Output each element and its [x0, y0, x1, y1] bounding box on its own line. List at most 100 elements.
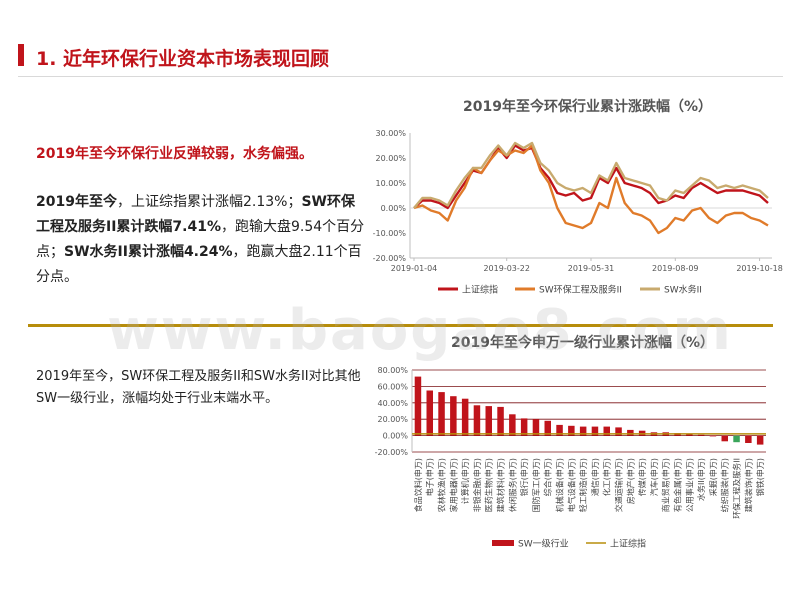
bar: [414, 376, 422, 436]
highlight-text: 2019年至今环保行业反弹较弱，水务偏强。: [36, 146, 313, 162]
bar: [461, 398, 469, 436]
bar: [438, 392, 445, 436]
bar-chart-category-label: 公用事业(申万): [684, 458, 694, 512]
bar-chart-category-label: 通信(申万): [590, 458, 600, 496]
bar: [426, 390, 433, 436]
bar-chart-category-label: 银行(申万): [519, 458, 529, 496]
bar: [721, 435, 728, 442]
title-rule: [18, 76, 783, 77]
bar-chart-title: 2019年至今申万一级行业累计涨幅（%）: [451, 335, 714, 351]
bar: [650, 432, 658, 436]
bar: [520, 418, 528, 436]
bar-chart-category-label: 食品饮料(申万): [413, 458, 423, 512]
bar-chart-category-label: 轻工制造(申万): [578, 458, 588, 512]
bar-chart-category-label: 汽车(申万): [649, 458, 659, 496]
bar-chart-category-label: 电子(申万): [425, 458, 435, 496]
bar: [674, 433, 681, 436]
bar: [615, 427, 622, 436]
section-divider: [28, 324, 773, 327]
bar: [709, 435, 717, 437]
line-chart-y-tick: -20.00%: [373, 254, 407, 263]
bar: [450, 396, 457, 436]
bar-chart-y-tick: 20.00%: [377, 415, 408, 424]
comparison-paragraph: 2019年至今，SW环保工程及服务II和SW水务II对比其他SW一级行业，涨幅均…: [36, 369, 361, 406]
bar-chart-category-label: 综合(申万): [543, 458, 553, 496]
bar-chart-category-label: 水务II(申万): [696, 458, 706, 501]
bar-chart-category-label: 休闲服务(申万): [507, 458, 517, 512]
bar: [638, 430, 646, 436]
legend-label: SW水务II: [664, 284, 702, 296]
watermark: www.baogao8.com: [107, 298, 733, 363]
bar-chart-y-tick: 60.00%: [377, 382, 408, 391]
bar-chart-y-tick: 40.00%: [377, 399, 408, 408]
summary-paragraph: 2019年至今，上证综指累计涨幅2.13%；SW环保工程及服务II累计跌幅7.4…: [36, 190, 366, 290]
summary-span: SW环保工程及服务II累计跌幅7.41%: [36, 194, 355, 235]
bar-chart-category-label: 非银金融(申万): [472, 458, 482, 512]
line-chart-x-tick: 2019-01-04: [391, 264, 438, 273]
legend-label: 上证综指: [462, 284, 498, 296]
bar-chart-y-tick: 0.00%: [383, 432, 409, 441]
bar: [544, 420, 551, 436]
bar: [745, 435, 752, 443]
bar-chart-category-label: 有色金属(申万): [673, 458, 683, 512]
bar: [497, 406, 504, 436]
bar: [532, 419, 540, 436]
bar: [662, 432, 669, 436]
bar: [485, 406, 492, 436]
bar-chart-category-label: 房地产(申万): [625, 458, 635, 504]
line-chart-y-tick: 30.00%: [375, 129, 406, 138]
bar: [686, 434, 693, 436]
bar: [473, 405, 481, 436]
bar: [733, 435, 740, 443]
bar-chart-category-label: 农林牧渔(申万): [437, 458, 447, 512]
bar-chart-category-label: 采掘(申万): [708, 458, 718, 496]
bar: [591, 426, 599, 436]
summary-span: ，跑赢大盘2.11个百分点。: [36, 244, 362, 285]
bar: [756, 435, 764, 445]
summary-span: SW水务II累计涨幅4.24%: [64, 244, 233, 260]
legend-label: 上证综指: [610, 538, 646, 550]
line-chart-y-tick: 10.00%: [375, 179, 406, 188]
summary-span: ，跑输大盘9.54个百分点；: [36, 219, 365, 260]
title-bar: 1. 近年环保行业资本市场表现回顾: [0, 0, 800, 78]
bar: [509, 414, 516, 436]
line-chart-title: 2019年至今环保行业累计涨跌幅（%）: [463, 99, 712, 115]
summary-span: 2019年至今: [36, 194, 117, 210]
line-chart-x-tick: 2019-05-31: [568, 264, 615, 273]
bar-chart-category-label: 钢铁(申万): [755, 458, 765, 496]
bar-chart-category-label: 建筑装饰(申万): [743, 458, 753, 512]
bar-chart-category-label: 商业贸易(申万): [661, 458, 671, 512]
line-series: [413, 144, 769, 235]
line-series: [413, 141, 769, 209]
title-accent: [18, 44, 24, 66]
bar: [627, 429, 634, 436]
bar: [568, 425, 575, 436]
legend-label: SW环保工程及服务II: [539, 284, 622, 296]
bar-chart-category-label: 纺织服装(申万): [720, 458, 730, 512]
bar: [603, 426, 610, 436]
legend-swatch: [492, 540, 514, 546]
bar: [556, 424, 563, 436]
slide-title: 1. 近年环保行业资本市场表现回顾: [36, 48, 330, 70]
line-chart-y-tick: 20.00%: [375, 154, 406, 163]
bar-chart-category-label: 交通运输(申万): [614, 458, 624, 512]
line-chart-x-tick: 2019-08-09: [652, 264, 699, 273]
line-chart-x-tick: 2019-10-18: [736, 264, 783, 273]
bar-chart-y-tick: 80.00%: [377, 366, 408, 375]
bar-chart-category-label: 环保工程及服务II: [732, 458, 742, 519]
bar-chart-category-label: 化工(申万): [602, 458, 612, 496]
bar-chart-category-label: 建筑材料(申万): [496, 458, 506, 512]
bar-chart-category-label: 计算机(申万): [460, 458, 470, 504]
bar-chart-y-tick: -20.00%: [375, 448, 409, 457]
bar-chart-category-label: 机械设备(申万): [555, 458, 565, 512]
bar: [697, 434, 705, 436]
bar-chart-category-label: 传媒(申万): [637, 458, 647, 496]
line-chart-y-tick: 0.00%: [381, 204, 407, 213]
bar-chart-category-label: 电气设备(申万): [566, 458, 576, 512]
bar-chart-category-label: 家用电器(申万): [448, 458, 458, 512]
bar-chart-category-label: 国防军工(申万): [531, 458, 541, 512]
bar-chart-category-label: 医药生物(申万): [484, 458, 494, 512]
line-chart-x-tick: 2019-03-22: [483, 264, 530, 273]
bar: [579, 426, 587, 436]
summary-span: ，上证综指累计涨幅2.13%；: [116, 194, 302, 210]
